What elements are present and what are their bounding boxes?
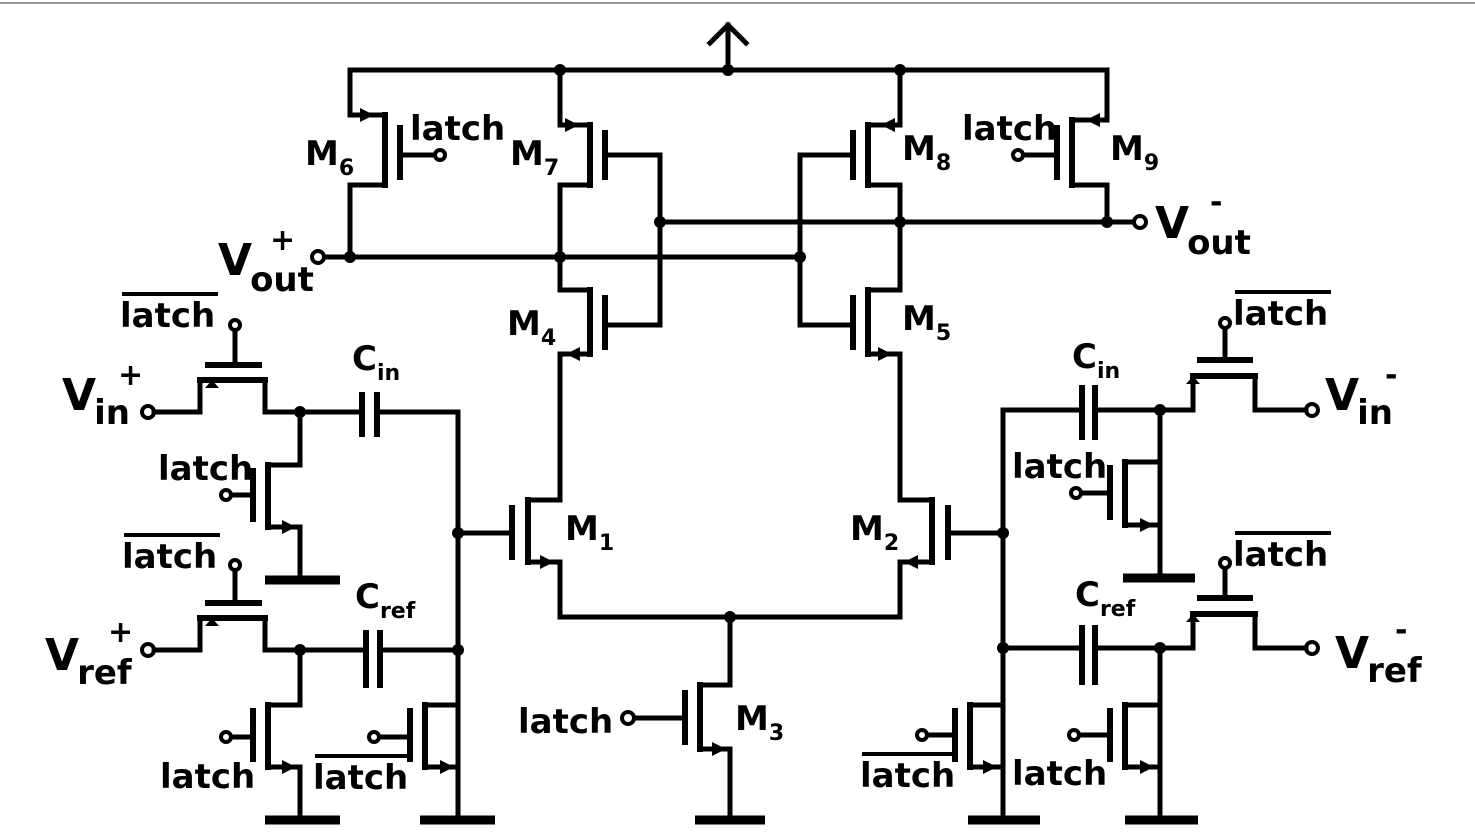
transistor-m5 — [797, 287, 903, 503]
transistor-m3 — [557, 611, 903, 825]
label-latch-right-in: latch — [1012, 447, 1107, 487]
label-m9: M9 — [1110, 129, 1159, 176]
transistor-m2 — [897, 497, 1006, 620]
label-vref-minus: Vref — [1335, 628, 1423, 691]
label-vref-plus: Vref — [45, 630, 133, 693]
transistor-m9 — [1011, 67, 1110, 225]
label-cin-left: Cin — [352, 339, 400, 386]
label-vout-plus-sign: + — [270, 223, 295, 258]
svg-text:latch: latch — [1233, 535, 1328, 575]
svg-text:latch: latch — [122, 537, 217, 577]
label-latchbar-right-in: latch — [1233, 290, 1331, 334]
label-cref-right: Cref — [1075, 575, 1136, 622]
label-m4: M4 — [507, 304, 556, 351]
label-latch-m3: latch — [518, 702, 613, 742]
label-vref-minus-sign: - — [1395, 613, 1407, 648]
label-latchbar-left-bottom: latch — [313, 754, 411, 798]
label-latchbar-left-mid: latch — [122, 533, 220, 577]
vdd-rail — [347, 21, 1110, 76]
label-vin-plus-sign: + — [118, 358, 143, 393]
label-vout-minus-sign: - — [1210, 185, 1222, 220]
label-cref-left: Cref — [355, 577, 416, 624]
transistor-m7 — [557, 67, 663, 328]
label-latch-left-in: latch — [158, 449, 253, 489]
transistor-m4 — [557, 287, 663, 503]
cross-coupled-wiring — [310, 214, 1148, 265]
svg-text:latch: latch — [1233, 294, 1328, 334]
label-cin-right: Cin — [1072, 337, 1120, 384]
label-latch-m6: latch — [410, 109, 505, 149]
label-m2: M2 — [850, 509, 899, 556]
label-m5: M5 — [902, 299, 951, 346]
label-vout-plus: Vout — [218, 235, 314, 300]
transistor-m8 — [797, 67, 903, 328]
label-latchbar-right-mid: latch — [1233, 531, 1331, 575]
label-vin-plus: Vin — [62, 370, 130, 433]
label-latchbar-right-bottom: latch — [860, 752, 958, 796]
transistor-m1 — [455, 497, 563, 620]
svg-text:latch: latch — [313, 758, 408, 798]
label-m3: M3 — [735, 699, 784, 746]
label-m1: M1 — [565, 509, 614, 556]
label-latch-right-ref: latch — [1012, 754, 1107, 794]
label-m6: M6 — [305, 134, 354, 181]
svg-text:latch: latch — [860, 756, 955, 796]
transistor-m6 — [347, 67, 447, 260]
label-m8: M8 — [902, 129, 951, 176]
label-latch-m9: latch — [962, 109, 1057, 149]
svg-text:latch: latch — [120, 296, 215, 336]
label-vin-minus-sign: - — [1385, 358, 1397, 393]
label-vref-plus-sign: + — [108, 615, 133, 650]
label-m7: M7 — [510, 134, 559, 181]
right-input-network — [915, 316, 1320, 825]
label-latch-left-ref: latch — [160, 757, 255, 797]
label-vout-minus: Vout — [1155, 198, 1251, 263]
label-vin-minus: Vin — [1325, 370, 1393, 433]
label-latchbar-left-in: latch — [120, 292, 218, 336]
left-input-network — [140, 318, 495, 825]
